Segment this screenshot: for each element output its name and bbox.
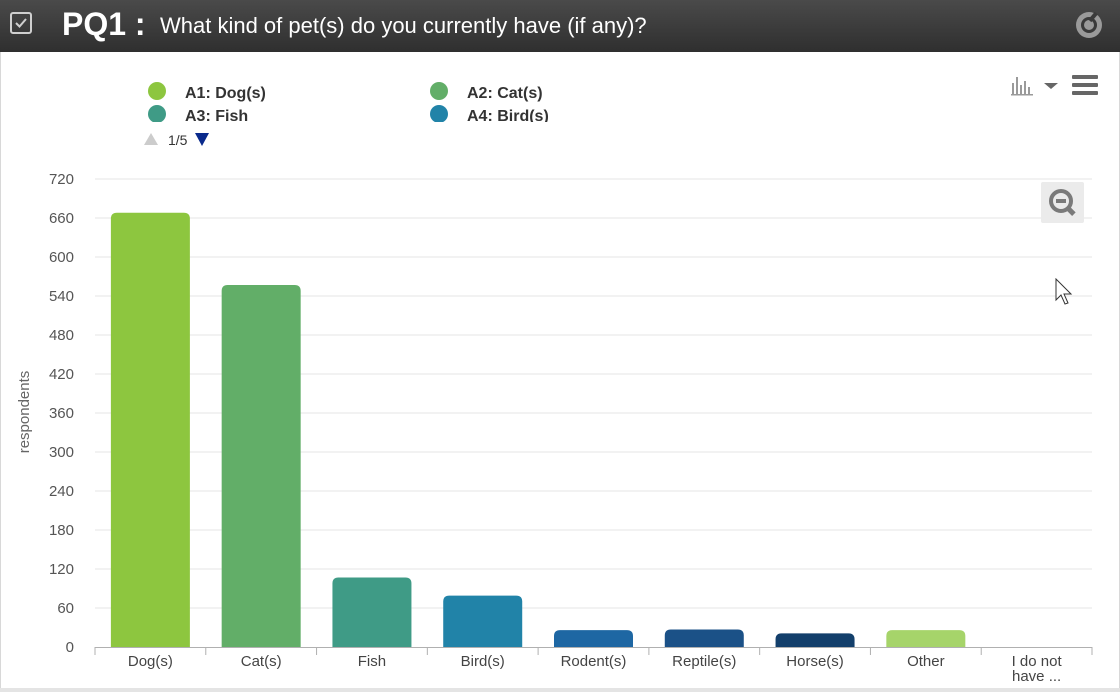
y-tick-label: 600 <box>49 249 74 266</box>
legend-dot <box>148 82 166 100</box>
panel-bottom-border <box>0 688 1120 692</box>
axes: 0 60 120 180 240 300 360 420 480 540 600 660 720 Dog(… <box>49 171 1093 685</box>
menu-button[interactable] <box>1072 75 1098 97</box>
select-question-checkbox[interactable] <box>10 12 32 34</box>
question-header: PQ1 : What kind of pet(s) do you current… <box>0 0 1120 52</box>
y-tick-label: 300 <box>49 444 74 461</box>
legend-label: A4: Bird(s) <box>467 108 549 122</box>
y-tick-label: 0 <box>66 639 74 656</box>
legend-label: A1: Dog(s) <box>185 85 266 102</box>
y-tick-label: 420 <box>49 366 74 383</box>
bar[interactable] <box>886 630 966 647</box>
x-tick-label: Cat(s) <box>241 653 282 670</box>
legend-dot <box>148 105 166 122</box>
hamburger-menu-icon <box>1072 91 1098 95</box>
pager-down-arrow-icon[interactable] <box>195 133 209 146</box>
x-tick-label: Dog(s) <box>128 653 173 670</box>
chart-type-button[interactable] <box>1010 75 1060 97</box>
mouse-cursor-icon <box>1055 278 1073 305</box>
bar[interactable] <box>221 284 301 647</box>
x-tick-label: I do not have ... <box>1012 653 1063 685</box>
y-axis-title: respondents <box>16 371 33 454</box>
x-tick-label: Fish <box>358 653 386 670</box>
y-tick-label: 360 <box>49 405 74 422</box>
pager-up-arrow-icon[interactable] <box>144 133 158 145</box>
bar[interactable] <box>332 577 412 647</box>
bars <box>110 212 966 648</box>
hamburger-menu-icon <box>1072 75 1098 79</box>
x-tick-label: Other <box>907 653 945 670</box>
zoom-out-icon <box>1049 189 1076 216</box>
hamburger-menu-icon <box>1072 83 1098 87</box>
y-tick-label: 720 <box>49 171 74 188</box>
x-tick-label: Reptile(s) <box>672 653 736 670</box>
x-tick-label: Horse(s) <box>786 653 844 670</box>
legend-label: A3: Fish <box>185 108 249 122</box>
legend-label: A2: Cat(s) <box>467 85 543 102</box>
bar-chart-icon <box>1011 77 1058 96</box>
bar[interactable] <box>443 595 523 647</box>
legend-dot <box>430 105 448 122</box>
y-tick-label: 240 <box>49 483 74 500</box>
y-tick-label: 60 <box>57 600 74 617</box>
y-tick-label: 120 <box>49 561 74 578</box>
y-tick-label: 180 <box>49 522 74 539</box>
bar[interactable] <box>664 629 744 647</box>
pager-text: 1/5 <box>168 132 188 148</box>
legend-dot <box>430 82 448 100</box>
question-text: What kind of pet(s) do you currently hav… <box>160 13 647 38</box>
target-icon[interactable] <box>1074 10 1104 40</box>
bar[interactable] <box>110 212 190 648</box>
checkbox-checked-icon <box>15 18 27 28</box>
bar[interactable] <box>775 633 855 647</box>
y-tick-label: 660 <box>49 210 74 227</box>
x-tick-label: Bird(s) <box>461 653 505 670</box>
y-tick-label: 540 <box>49 288 74 305</box>
chart-legend: A1: Dog(s) A2: Cat(s) A3: Fish A4: Bird(… <box>140 80 610 122</box>
bar[interactable] <box>554 630 633 647</box>
x-tick-label: Rodent(s) <box>561 653 627 670</box>
zoom-out-button[interactable] <box>1041 182 1084 223</box>
question-code: PQ1 : <box>62 6 146 42</box>
y-tick-label: 480 <box>49 327 74 344</box>
